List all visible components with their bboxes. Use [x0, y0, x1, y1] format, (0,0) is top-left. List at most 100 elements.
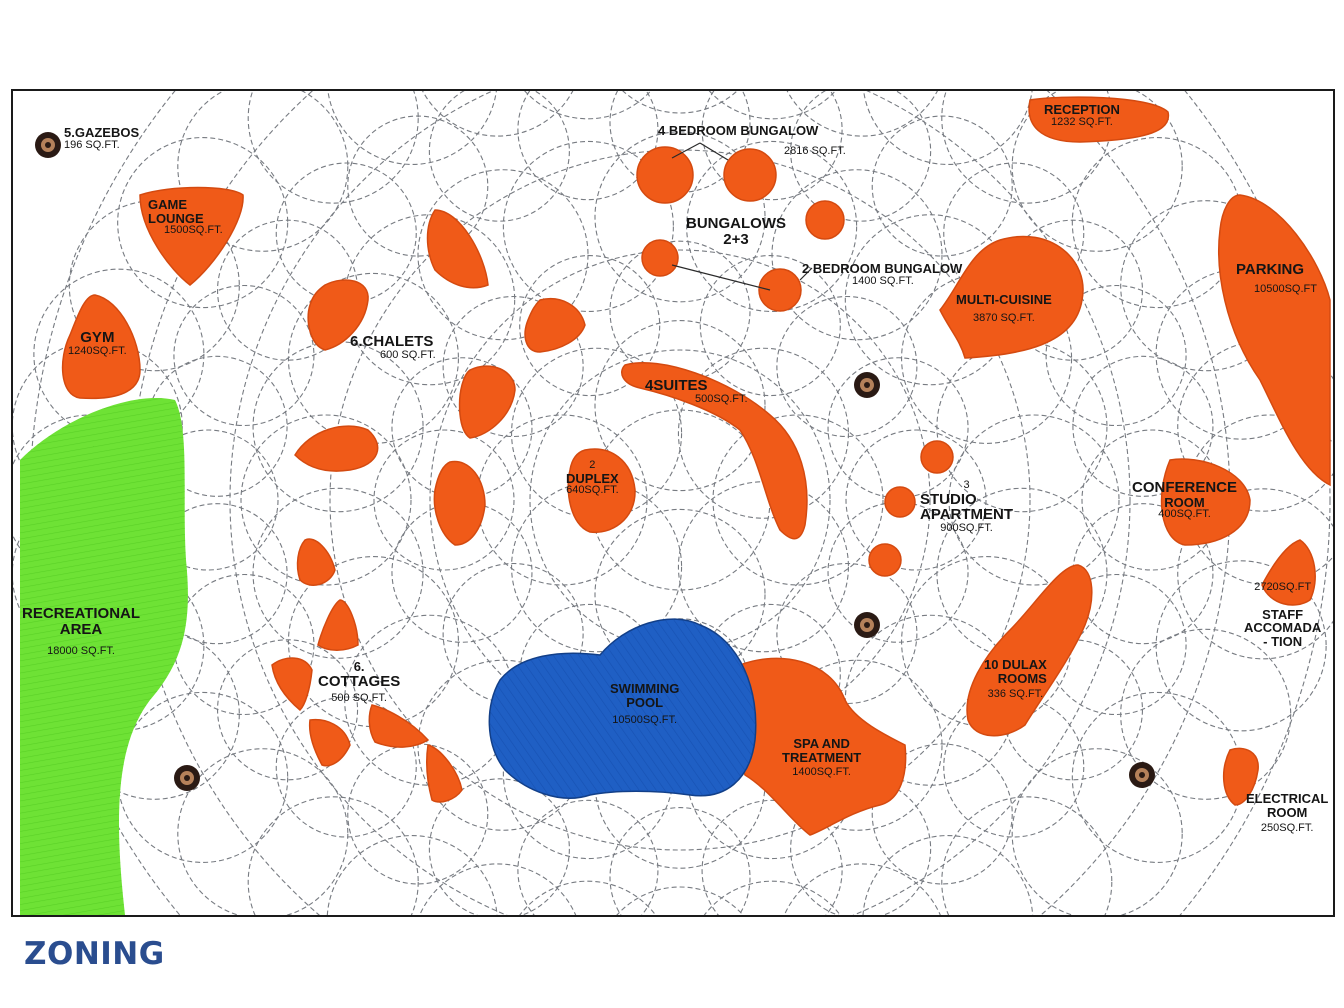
grid-circle — [252, 341, 424, 513]
grid-circle — [936, 487, 1108, 659]
duplex-label: 2 DUPLEX 640SQ.FT. — [566, 459, 619, 497]
gym-area: 1240SQ.FT. — [68, 344, 127, 357]
grid-circle — [428, 778, 570, 915]
bungalow2-label: 2 BEDROOM BUNGALOW 1400 SQ.FT. — [802, 262, 962, 287]
cottage-5-zone — [368, 704, 430, 748]
grid-circle — [117, 137, 289, 309]
gazebo-icon — [35, 132, 61, 158]
grid-circle — [68, 200, 240, 372]
cottage-1-zone — [296, 538, 336, 586]
studio-2-zone — [884, 486, 916, 518]
spa-area: 1400SQ.FT. — [792, 766, 851, 779]
grid-circle — [511, 481, 683, 653]
pool-name-2: POOL — [626, 694, 664, 710]
gazebos-label: 5.GAZEBOS 196 SQ.FT. — [64, 126, 139, 151]
grid-circle — [677, 481, 849, 653]
grid-circle — [699, 255, 841, 397]
game-lounge-label: GAME LOUNGE 1500SQ.FT. — [148, 198, 223, 237]
game-lounge-name-2: LOUNGE — [148, 210, 204, 226]
gazebo-icon — [854, 612, 880, 638]
electrical-name-2: ROOM — [1266, 804, 1308, 820]
electrical-area: 250SQ.FT. — [1260, 822, 1314, 835]
spa-name-2: TREATMENT — [782, 749, 862, 765]
chalet-6-zone — [433, 460, 486, 546]
conference-name-2: ROOM — [1164, 494, 1205, 510]
grid-circle — [771, 169, 943, 341]
cottage-2-zone — [317, 599, 359, 651]
gazebo-icon — [174, 765, 200, 791]
bungalow2-name: 2 BEDROOM BUNGALOW — [802, 261, 963, 276]
game-lounge-area: 1500SQ.FT. — [164, 224, 223, 237]
grid-circle — [247, 91, 419, 204]
gym-zone — [61, 294, 141, 400]
chalet-2-zone — [307, 279, 369, 351]
cottage-6-zone — [426, 744, 463, 803]
grid-circle — [845, 429, 987, 571]
duplex-name-2: DUPLEX — [566, 470, 619, 486]
chalets-label: 6.CHALETS 600 SQ.FT. — [350, 334, 436, 361]
grid-circle — [677, 347, 849, 519]
grid-circle — [609, 807, 751, 915]
bungalow4-area: 2816 SQ.FT. — [784, 144, 846, 157]
grid-circle — [1177, 340, 1333, 512]
duplex-zone — [567, 448, 636, 534]
grid-circle — [428, 91, 570, 222]
bungalow-2bed-zone — [758, 268, 802, 312]
chalet-4-zone — [458, 365, 516, 439]
multi-cuisine-name: MULTI-CUISINE — [956, 292, 1052, 307]
gym-name: GYM — [80, 329, 115, 346]
grid-circle — [609, 91, 751, 193]
conference-room-zone — [1160, 458, 1251, 546]
bungalow-b-zone — [641, 239, 679, 277]
pool-label: SWIMMING POOL 10500SQ.FT. — [610, 682, 679, 727]
pool-name-1: SWIMMING — [610, 681, 680, 696]
chalet-1-zone — [426, 209, 489, 289]
grid-circle — [827, 357, 969, 499]
grid-circle — [1045, 284, 1187, 427]
chalet-3-zone — [524, 298, 586, 353]
recreational-label: RECREATIONAL AREA 18000 SQ.FT. — [22, 606, 140, 657]
grid-circle — [594, 320, 766, 492]
cottage-3-zone — [271, 657, 313, 712]
grid-circle — [948, 414, 1120, 586]
reception-name: RECEPTION — [1044, 102, 1120, 117]
grid-circle — [13, 340, 183, 512]
chalets-name: 6.CHALETS — [350, 333, 434, 350]
leader-lines — [671, 142, 813, 291]
grid-circle — [177, 91, 349, 252]
cottages-area: 500 SQ.FT. — [331, 692, 387, 705]
studio-name-3: APARTMENT — [920, 506, 1014, 524]
bungalow2-area: 1400 SQ.FT. — [852, 274, 914, 287]
grid-circle — [517, 91, 659, 201]
dulax-label: 10 DULAX ROOMS 336 SQ.FT. — [984, 658, 1047, 701]
grid-circle — [776, 562, 918, 705]
chalets-area: 600 SQ.FT. — [380, 348, 436, 361]
gazebos-area: 196 SQ.FT. — [64, 138, 120, 151]
parking-zone — [1218, 194, 1331, 487]
reception-zone — [1028, 96, 1170, 143]
studio-area: 900SQ.FT. — [940, 522, 993, 535]
grid-circle — [712, 414, 884, 586]
game-lounge-zone — [139, 186, 244, 286]
dulax-area: 336 SQ.FT. — [987, 688, 1044, 701]
gym-label: GYM 1240SQ.FT. — [68, 330, 127, 357]
bungalow4-label: 4 BEDROOM BUNGALOW 2816 SQ.FT. — [658, 124, 846, 157]
grid-circle — [287, 272, 459, 444]
caption-title: ZONING — [24, 936, 165, 972]
grid-circle — [594, 508, 766, 680]
grid-circle — [1072, 355, 1214, 497]
studio-name-2: STUDIO — [920, 490, 977, 508]
studio-1-zone — [920, 440, 954, 474]
grid-circle — [1011, 91, 1183, 252]
grid-circle — [442, 562, 584, 705]
suites-name: 4SUITES — [645, 377, 708, 394]
parking-name: PARKING — [1236, 261, 1305, 278]
spa-label: SPA AND TREATMENT 1400SQ.FT. — [782, 737, 861, 779]
electrical-name-1: ELECTRICAL — [1246, 791, 1329, 806]
grid-circle — [417, 169, 589, 341]
multi-cuisine-zone — [939, 235, 1084, 359]
bungalows-label: BUNGALOWS 2+3 — [686, 216, 786, 248]
grid-circle — [511, 347, 683, 519]
grid-circle — [519, 255, 661, 397]
grid-circle — [943, 162, 1085, 304]
